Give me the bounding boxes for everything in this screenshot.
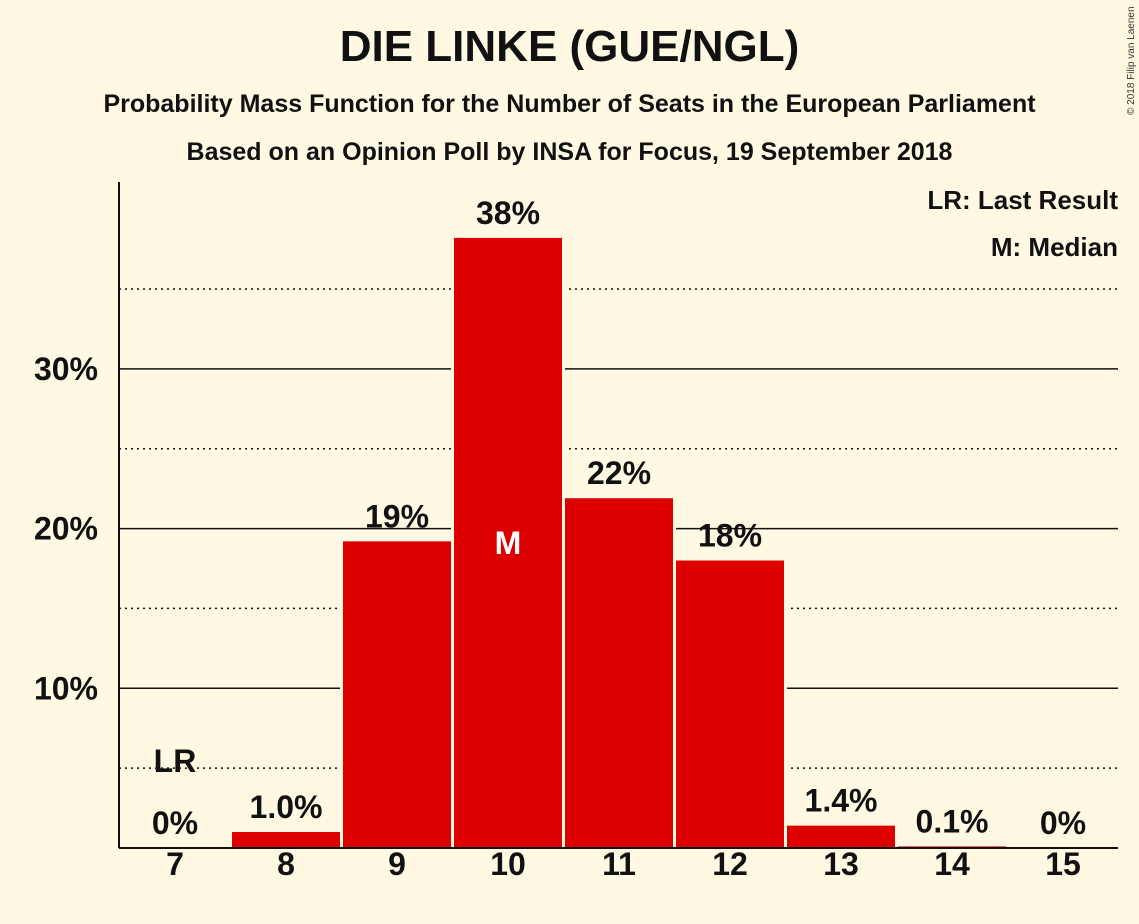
last-result-marker: LR [154, 743, 197, 779]
x-tick-label: 10 [490, 846, 526, 882]
bar-8 [232, 832, 340, 848]
bar-outline [895, 843, 1009, 848]
bar-value-label: 38% [476, 195, 540, 231]
bar-value-label: 19% [365, 498, 429, 534]
chart-subtitle: Probability Mass Function for the Number… [103, 90, 1036, 118]
bar-value-label: 18% [698, 518, 762, 554]
bar-9 [343, 541, 451, 848]
median-marker: M [495, 525, 522, 561]
x-tick-label: 12 [712, 846, 748, 882]
chart-title: DIE LINKE (GUE/NGL) [339, 22, 800, 71]
x-tick-label: 11 [602, 846, 636, 882]
bar-12 [676, 560, 784, 848]
bar-value-label: 0.1% [916, 803, 989, 839]
x-tick-label: 9 [388, 846, 406, 882]
bar-11 [565, 498, 673, 848]
y-tick-label: 20% [34, 511, 98, 547]
bar-value-label: 1.4% [805, 783, 878, 819]
chart-subtitle-source: Based on an Opinion Poll by INSA for Foc… [186, 138, 953, 166]
x-tick-label: 7 [166, 846, 184, 882]
bar-13 [787, 825, 895, 848]
y-tick-label: 30% [34, 351, 98, 387]
x-tick-label: 14 [934, 846, 970, 882]
bar-value-label: 22% [587, 455, 651, 491]
x-tick-label: 8 [277, 846, 295, 882]
bar-value-label: 1.0% [250, 789, 323, 825]
y-tick-label: 10% [34, 670, 98, 706]
legend-last-result: LR: Last Result [927, 185, 1118, 215]
legend-median: M: Median [990, 232, 1118, 262]
x-tick-label: 13 [823, 846, 859, 882]
bar-value-label: 0% [152, 805, 198, 841]
bar-10 [454, 237, 562, 848]
bar-value-label: 0% [1040, 805, 1086, 841]
x-tick-label: 15 [1045, 846, 1081, 882]
